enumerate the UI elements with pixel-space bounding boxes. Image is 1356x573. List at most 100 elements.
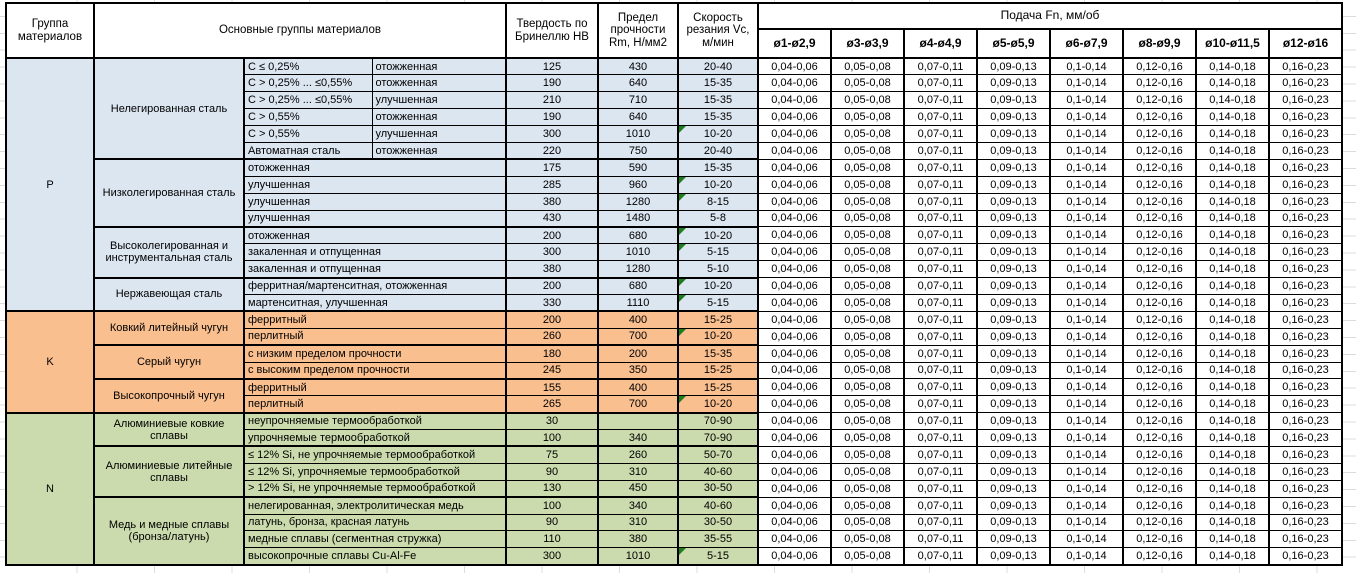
feed-value-cell: 0,1-0,14	[1049, 57, 1124, 76]
feed-value-cell: 0,14-0,18	[1195, 496, 1270, 515]
feed-value-cell: 0,14-0,18	[1195, 57, 1270, 76]
feed-value-cell: 0,16-0,23	[1268, 209, 1343, 228]
feed-value-cell: 0,04-0,06	[757, 310, 832, 329]
feed-value-cell: 0,14-0,18	[1195, 209, 1270, 228]
feed-value-cell: 0,14-0,18	[1195, 108, 1270, 127]
green-corner-flag-icon	[680, 279, 686, 286]
feed-value-cell: 0,04-0,06	[757, 141, 832, 160]
feed-value-cell: 0,1-0,14	[1049, 479, 1124, 498]
feed-value-cell: 0,14-0,18	[1195, 445, 1270, 464]
feed-value-cell: 0,07-0,11	[903, 344, 978, 363]
feed-value-cell: 0,04-0,06	[757, 395, 832, 414]
feed-value-cell: 0,1-0,14	[1049, 361, 1124, 380]
cutting-speed-vc-cell: 15-35	[677, 91, 759, 110]
feed-value-cell: 0,16-0,23	[1268, 445, 1343, 464]
feed-value-cell: 0,16-0,23	[1268, 192, 1343, 211]
material-row: > 12% Si, не упрочняемые термообработкой…	[6, 479, 1343, 498]
feed-value-cell: 0,09-0,13	[976, 479, 1051, 498]
feed-value-cell: 0,09-0,13	[976, 125, 1051, 143]
hardness-hb-cell: 265	[505, 395, 599, 414]
material-state-cell: отожженная	[371, 74, 507, 93]
feed-value-cell: 0,09-0,13	[976, 175, 1051, 194]
feed-value-cell: 0,07-0,11	[903, 462, 978, 481]
cutting-speed-vc-cell: 50-70	[677, 445, 759, 464]
cutting-speed-vc-cell: 70-90	[677, 429, 759, 447]
feed-value-cell: 0,07-0,11	[903, 479, 978, 498]
feed-value-cell: 0,12-0,16	[1122, 125, 1197, 143]
feed-value-cell: 0,12-0,16	[1122, 445, 1197, 464]
material-row: K Ковкий литейный чугун ферритный 200 400 15-…	[5, 310, 1343, 414]
feed-value-cell: 0,1-0,14	[1049, 530, 1124, 549]
feed-value-cell: 0,05-0,08	[830, 395, 905, 414]
hardness-hb-cell: 260	[505, 327, 599, 346]
feed-value-cell: 0,14-0,18	[1195, 412, 1270, 431]
material-row: перлитный 260 700 10-20 0,04-0,06 0,05-0,08 0,…	[6, 327, 1343, 346]
feed-value-cell: 0,16-0,23	[1268, 260, 1343, 279]
feed-value-cell: 0,05-0,08	[830, 91, 905, 110]
feed-value-cell: 0,05-0,08	[830, 310, 905, 329]
hardness-hb-cell: 30	[505, 411, 599, 431]
feed-value-cell: 0,09-0,13	[976, 445, 1051, 464]
feed-value-cell: 0,04-0,06	[757, 209, 832, 228]
tensile-rm-cell: 710	[597, 91, 679, 110]
feed-value-cell: 0,1-0,14	[1049, 327, 1124, 346]
feed-value-cell: 0,04-0,06	[757, 74, 832, 93]
feed-value-cell: 0,05-0,08	[830, 192, 905, 211]
feed-value-cell: 0,14-0,18	[1195, 429, 1270, 447]
feed-value-cell: 0,04-0,06	[757, 125, 832, 143]
tensile-rm-cell: 260	[597, 445, 679, 464]
feed-value-cell: 0,04-0,06	[757, 378, 832, 397]
feed-value-cell: 0,14-0,18	[1195, 310, 1270, 329]
header-feed-diameter: ø12-ø16	[1268, 28, 1343, 59]
feed-value-cell: 0,04-0,06	[757, 158, 832, 177]
green-corner-flag-icon	[680, 244, 686, 252]
material-row: Низколегированная сталь отожженная 175 590 1…	[6, 158, 1343, 228]
material-state-cell: улучшенная	[371, 91, 507, 110]
feed-value-cell: 0,12-0,16	[1122, 108, 1197, 127]
subgroup-name-cell: Ковкий литейный чугун	[93, 310, 245, 346]
feed-value-cell: 0,16-0,23	[1268, 277, 1343, 295]
tensile-rm-cell: 750	[597, 141, 679, 160]
header-feed-diameter: ø5-ø5,9	[976, 28, 1051, 59]
header-feed-diameter: ø10-ø11,5	[1195, 28, 1270, 59]
feed-value-cell: 0,16-0,23	[1268, 175, 1343, 194]
feed-value-cell: 0,09-0,13	[976, 361, 1051, 380]
material-spec-cell: перлитный	[243, 395, 507, 414]
feed-value-cell: 0,04-0,06	[757, 108, 832, 127]
hardness-hb-cell: 300	[505, 125, 599, 143]
feed-value-cell: 0,16-0,23	[1268, 91, 1343, 110]
feed-value-cell: 0,05-0,08	[830, 277, 905, 295]
feed-value-cell: 0,14-0,18	[1195, 530, 1270, 549]
feed-value-cell: 0,14-0,18	[1195, 327, 1270, 346]
feed-value-cell: 0,04-0,06	[757, 327, 832, 346]
material-spec-cell: закаленная и отпущенная	[243, 260, 507, 279]
feed-value-cell: 0,14-0,18	[1195, 141, 1270, 160]
feed-value-cell: 0,1-0,14	[1049, 513, 1124, 532]
material-spec-cell: ферритный	[243, 377, 507, 397]
header-main-groups: Основные группы материалов	[93, 2, 507, 59]
tensile-rm-cell: 590	[597, 158, 679, 177]
feed-value-cell: 0,09-0,13	[976, 327, 1051, 346]
header-feed-diameter: ø4-ø4,9	[903, 28, 978, 59]
feed-value-cell: 0,16-0,23	[1268, 462, 1343, 481]
feed-value-cell: 0,16-0,23	[1268, 141, 1343, 160]
cutting-speed-vc-cell: 5-15	[677, 547, 759, 566]
material-spec-cell: медные сплавы (сегментная стружка)	[243, 530, 507, 549]
feed-value-cell: 0,1-0,14	[1049, 412, 1124, 431]
feed-value-cell: 0,14-0,18	[1195, 293, 1270, 312]
feed-value-cell: 0,09-0,13	[976, 91, 1051, 110]
feed-value-cell: 0,09-0,13	[976, 496, 1051, 515]
material-row: Автоматная сталь отожженная 220 750 20-40 0,0…	[6, 141, 1343, 160]
feed-value-cell: 0,09-0,13	[976, 530, 1051, 549]
feed-value-cell: 0,12-0,16	[1122, 344, 1197, 363]
feed-value-cell: 0,12-0,16	[1122, 395, 1197, 414]
feed-value-cell: 0,05-0,08	[830, 412, 905, 431]
feed-value-cell: 0,1-0,14	[1049, 445, 1124, 464]
feed-value-cell: 0,05-0,08	[830, 378, 905, 397]
feed-value-cell: 0,12-0,16	[1122, 260, 1197, 279]
feed-value-cell: 0,05-0,08	[830, 209, 905, 228]
tensile-rm-cell: 1480	[597, 209, 679, 228]
feed-value-cell: 0,12-0,16	[1122, 513, 1197, 532]
feed-value-cell: 0,04-0,06	[757, 547, 832, 566]
material-row: улучшенная 430 1480 5-8 0,04-0,06 0,05-0,08 0,…	[6, 209, 1343, 228]
